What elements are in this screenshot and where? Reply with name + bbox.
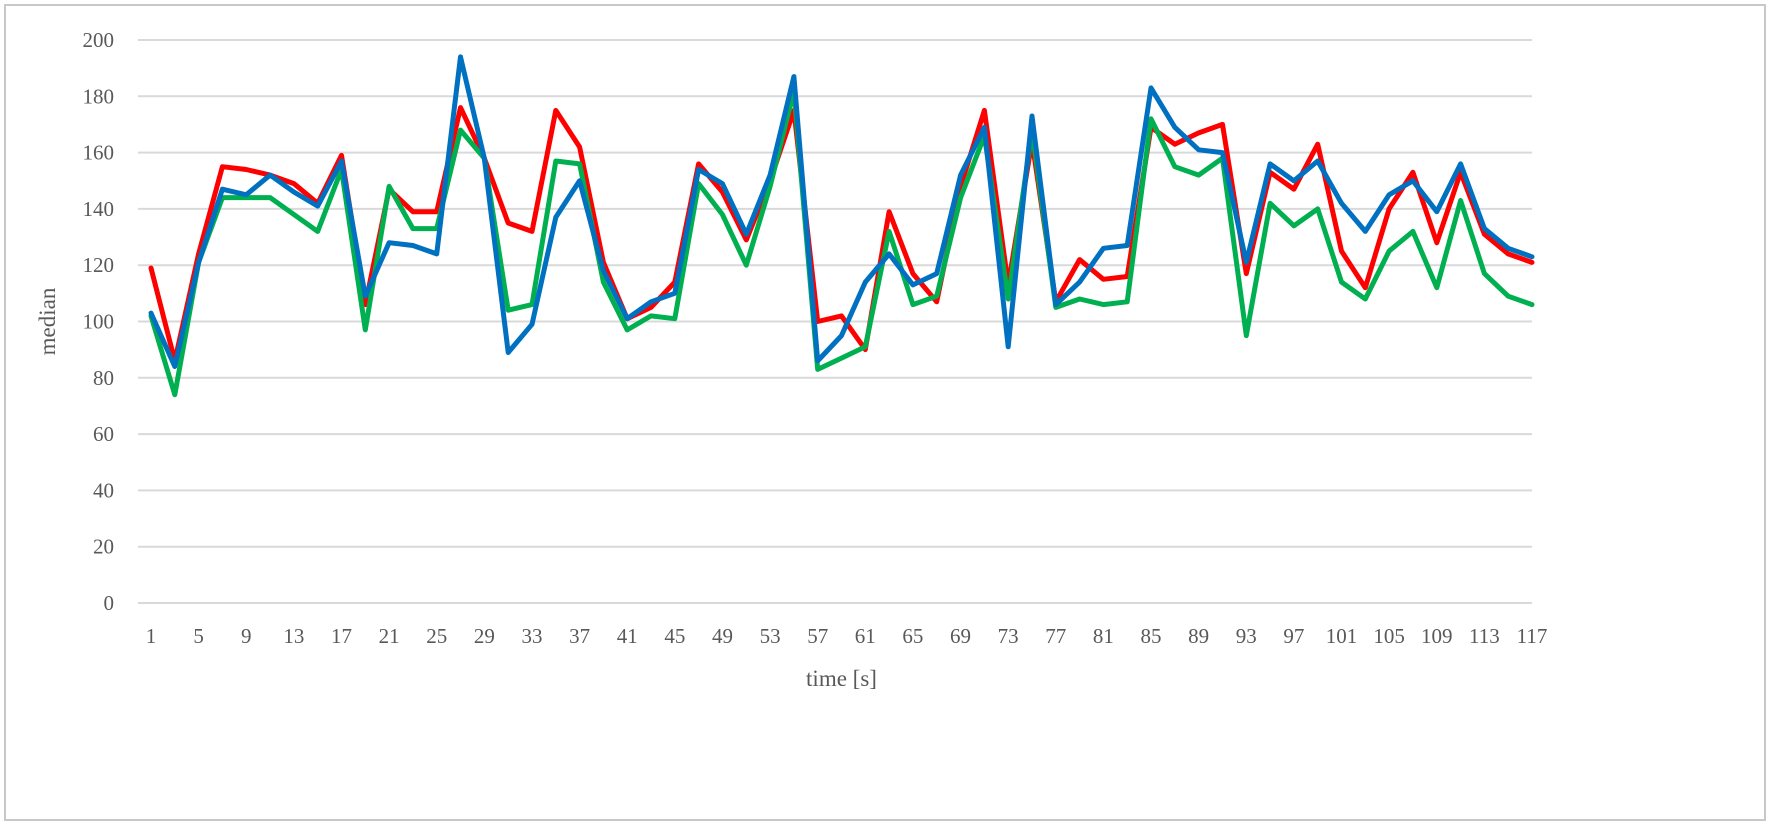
x-tick-label: 113 [1469,624,1500,648]
y-tick-label: 140 [83,197,115,221]
x-tick-label: 37 [569,624,590,648]
x-axis-title: time [s] [806,666,877,691]
x-tick-label: 73 [998,624,1019,648]
y-axis-ticks: 0 20 40 60 80 100 120 140 160 180 200 [83,28,115,615]
y-tick-label: 200 [83,28,115,52]
x-tick-label: 57 [807,624,828,648]
x-tick-label: 81 [1093,624,1114,648]
x-tick-label: 5 [193,624,204,648]
x-tick-label: 1 [146,624,157,648]
y-tick-label: 100 [83,310,115,334]
series-line-2 [148,88,1535,398]
chart-frame: 0 20 40 60 80 100 120 140 160 180 200 1 5 9 13 17 21 25 2… [4,4,1766,821]
x-tick-label: 89 [1188,624,1209,648]
y-tick-label: 0 [104,591,115,615]
y-tick-label: 20 [93,535,114,559]
x-tick-label: 77 [1045,624,1066,648]
y-tick-label: 120 [83,253,115,277]
x-tick-label: 33 [521,624,542,648]
x-tick-label: 101 [1326,624,1358,648]
x-tick-label: 29 [474,624,495,648]
x-tick-label: 13 [283,624,304,648]
y-tick-label: 60 [93,422,114,446]
y-tick-label: 80 [93,366,114,390]
y-tick-label: 40 [93,478,114,502]
x-tick-label: 17 [331,624,352,648]
x-tick-label: 65 [902,624,923,648]
series-lines [148,54,1535,398]
x-tick-label: 69 [950,624,971,648]
x-axis-ticks: 1 5 9 13 17 21 25 29 33 37 41 45 49 53 57 61 65 69 73 77 81 8… [146,624,1548,648]
x-tick-label: 45 [664,624,685,648]
x-tick-label: 21 [379,624,400,648]
x-tick-label: 93 [1236,624,1257,648]
series-line-3 [148,54,1535,369]
y-axis-title: median [35,287,60,355]
x-tick-label: 41 [617,624,638,648]
x-tick-label: 9 [241,624,252,648]
x-tick-label: 85 [1141,624,1162,648]
x-tick-label: 117 [1517,624,1548,648]
x-tick-label: 53 [760,624,781,648]
y-tick-label: 180 [83,84,115,108]
y-tick-label: 160 [83,141,115,165]
x-tick-label: 61 [855,624,876,648]
line-chart: 0 20 40 60 80 100 120 140 160 180 200 1 5 9 13 17 21 25 2… [35,28,1548,691]
gridlines [138,39,1532,604]
x-tick-label: 49 [712,624,733,648]
x-tick-label: 109 [1421,624,1453,648]
x-tick-label: 105 [1373,624,1405,648]
x-tick-label: 25 [426,624,447,648]
x-tick-label: 97 [1283,624,1304,648]
